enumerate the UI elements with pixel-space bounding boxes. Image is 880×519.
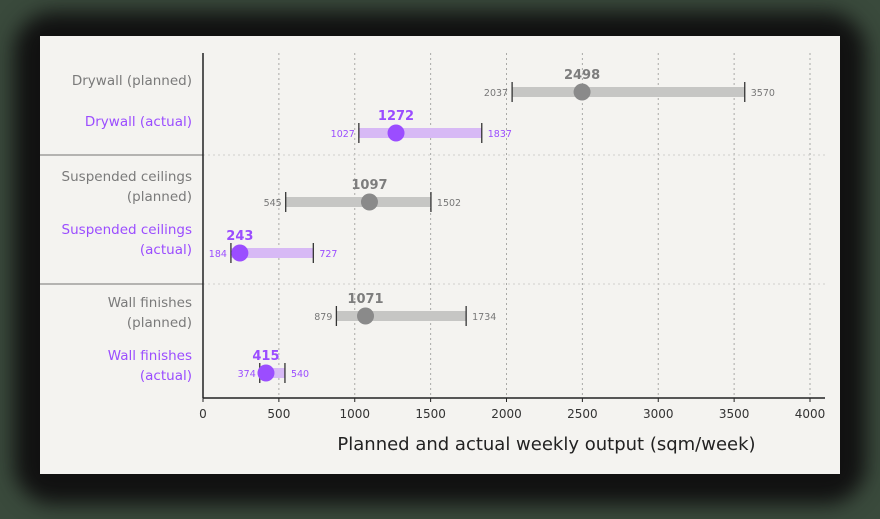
x-tick-label: 2500: [567, 407, 598, 421]
row-label: (actual): [140, 242, 192, 258]
value-label: 1071: [347, 292, 383, 307]
x-tick-label: 1500: [415, 407, 446, 421]
max-label: 1837: [488, 129, 512, 140]
range-bar: [285, 197, 431, 207]
min-label: 879: [314, 312, 332, 323]
row-label: Drywall (actual): [85, 114, 192, 130]
chart-card: 0 500 1000 1500 2000 2500 3000 3500 4000 Planned …: [40, 36, 840, 474]
max-label: 727: [319, 249, 337, 260]
min-label: 1027: [331, 129, 355, 140]
value-label: 2498: [564, 68, 600, 83]
row-label: Wall finishes: [108, 348, 192, 364]
min-label: 2037: [484, 88, 508, 99]
x-axis-title: Planned and actual weekly output (sqm/we…: [337, 434, 755, 455]
row-label: (actual): [140, 368, 192, 384]
range-bar: [230, 248, 314, 258]
row-label: Wall finishes: [108, 295, 192, 311]
x-tick-label: 3500: [719, 407, 750, 421]
range-bar: [512, 87, 745, 97]
max-label: 1502: [437, 198, 461, 209]
value-dot: [231, 244, 249, 262]
max-label: 1734: [472, 312, 496, 323]
range-bar: [358, 128, 482, 138]
x-tick-label: 500: [267, 407, 290, 421]
row-label: Suspended ceilings: [62, 222, 192, 238]
min-label: 374: [238, 369, 256, 380]
max-label: 540: [291, 369, 309, 380]
row-label: Suspended ceilings: [62, 169, 192, 185]
value-dot: [387, 124, 405, 142]
row-label: (planned): [127, 189, 192, 205]
x-tick-label: 1000: [339, 407, 370, 421]
value-label: 415: [252, 349, 279, 364]
x-tick-label: 3000: [643, 407, 674, 421]
range-dot-chart: 0 500 1000 1500 2000 2500 3000 3500 4000 Planned …: [40, 53, 826, 455]
min-label: 545: [264, 198, 282, 209]
row-label: (planned): [127, 315, 192, 331]
x-tick-label: 0: [199, 407, 207, 421]
value-dot: [357, 307, 375, 325]
value-label: 243: [226, 229, 253, 244]
range-bar: [336, 311, 467, 321]
value-label: 1272: [378, 109, 414, 124]
value-label: 1097: [351, 178, 387, 193]
max-label: 3570: [751, 88, 775, 99]
row-label: Drywall (planned): [72, 73, 192, 89]
x-tick-label: 2000: [491, 407, 522, 421]
value-dot: [573, 83, 591, 101]
value-dot: [360, 193, 378, 211]
min-label: 184: [209, 249, 227, 260]
value-dot: [257, 364, 275, 382]
x-tick-label: 4000: [795, 407, 826, 421]
